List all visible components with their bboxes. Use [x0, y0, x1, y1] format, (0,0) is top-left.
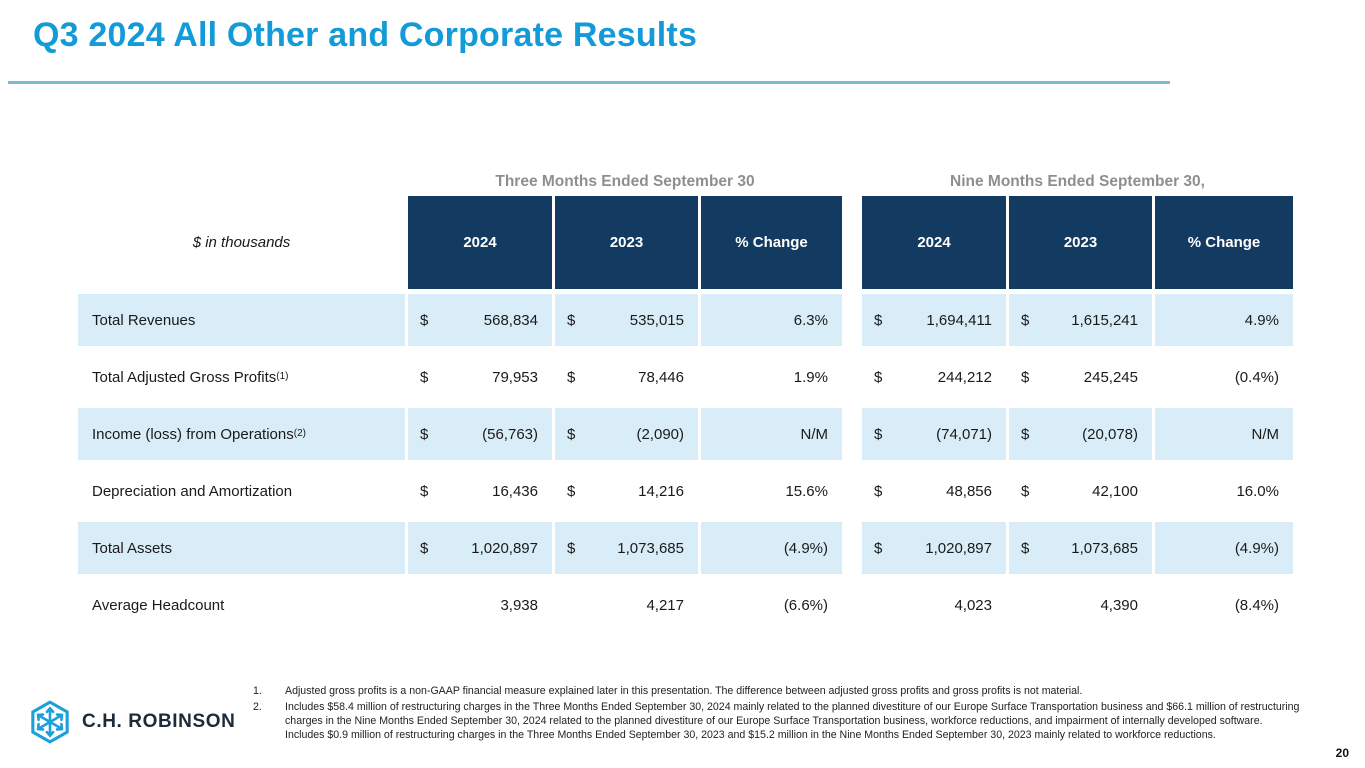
- cell-value: $16,436: [420, 482, 538, 500]
- cell-change: (4.9%): [701, 522, 842, 574]
- cell-value: $79,953: [420, 368, 538, 386]
- cell-value: $245,245: [1021, 368, 1138, 386]
- cell-value: $568,834: [408, 294, 552, 346]
- col-header-change-nine: % Change: [1155, 196, 1293, 289]
- col-header-2024-nine: 2024: [862, 196, 1006, 289]
- group-label-spacer: [78, 171, 405, 191]
- row-gap: [845, 351, 859, 403]
- company-name: C.H. ROBINSON: [82, 711, 236, 732]
- row-gap: [845, 522, 859, 574]
- row-label: Total Revenues: [78, 294, 405, 346]
- cell-change: (0.4%): [1234, 368, 1279, 386]
- footnote-2: 2. Includes $58.4 million of restructuri…: [253, 701, 1301, 743]
- cell-change: 15.6%: [785, 482, 828, 500]
- group-gap: [845, 171, 859, 191]
- cell-value: $ (2,090): [555, 408, 698, 460]
- cell-value: $1,615,241: [1009, 294, 1152, 346]
- row-label: Total Assets: [78, 522, 405, 574]
- financial-results-table: Three Months Ended September 30 Nine Mon…: [78, 171, 1293, 631]
- cell-value: $1,020,897: [862, 522, 1006, 574]
- header-gap: [845, 196, 859, 289]
- title-underline: [8, 81, 1170, 84]
- cell-value: $78,446: [567, 368, 684, 386]
- cell-value: $ (20,078): [1009, 408, 1152, 460]
- cell-change: 6.3%: [701, 294, 842, 346]
- footnote-1: 1. Adjusted gross profits is a non-GAAP …: [253, 685, 1301, 699]
- row-label: Depreciation and Amortization: [92, 482, 293, 500]
- row-gap: [845, 465, 859, 517]
- row-gap: [845, 408, 859, 460]
- cell-value: $1,073,685: [1009, 522, 1152, 574]
- footnote-number: 1.: [253, 685, 262, 697]
- cell-change: (4.9%): [1155, 522, 1293, 574]
- cell-change: (6.6%): [783, 596, 828, 614]
- footnotes: 1. Adjusted gross profits is a non-GAAP …: [253, 685, 1301, 745]
- cell-value: $1,694,411: [862, 294, 1006, 346]
- cell-value: 4,217: [646, 596, 684, 614]
- cell-value: $ (74,071): [862, 408, 1006, 460]
- col-header-2023-nine: 2023: [1009, 196, 1152, 289]
- cell-value: 3,938: [500, 596, 538, 614]
- row-label: Income (loss) from Operations (2): [78, 408, 405, 460]
- row-label: Total Adjusted Gross Profits (1): [92, 368, 289, 386]
- cell-value: $48,856: [874, 482, 992, 500]
- cell-change: N/M: [1155, 408, 1293, 460]
- cell-change: (8.4%): [1234, 596, 1279, 614]
- footnote-text: Includes $58.4 million of restructuring …: [285, 700, 1300, 741]
- row-gap: [845, 579, 859, 631]
- cell-value: $244,212: [874, 368, 992, 386]
- page-number: 20: [1335, 746, 1349, 760]
- cell-value: $14,216: [567, 482, 684, 500]
- company-logo: C.H. ROBINSON: [28, 700, 235, 744]
- footnote-text: Adjusted gross profits is a non-GAAP fin…: [285, 685, 1083, 697]
- cell-value: $1,073,685: [555, 522, 698, 574]
- cell-value: $ (56,763): [408, 408, 552, 460]
- cell-change: 4.9%: [1155, 294, 1293, 346]
- group-label-three-months: Three Months Ended September 30: [495, 173, 755, 190]
- cell-value: $1,020,897: [408, 522, 552, 574]
- row-gap: [845, 294, 859, 346]
- row-label: Average Headcount: [92, 596, 225, 614]
- units-label: $ in thousands: [192, 234, 291, 251]
- page-title: Q3 2024 All Other and Corporate Results: [33, 16, 698, 54]
- col-header-change-three: % Change: [701, 196, 842, 289]
- cell-value: $535,015: [555, 294, 698, 346]
- cell-value: 4,023: [954, 596, 992, 614]
- cell-change: 1.9%: [793, 368, 828, 386]
- chr-hexagon-logo-icon: [28, 700, 72, 744]
- cell-value: 4,390: [1100, 596, 1138, 614]
- cell-value: $42,100: [1021, 482, 1138, 500]
- group-label-nine-months: Nine Months Ended September 30,: [950, 173, 1205, 190]
- cell-change: N/M: [701, 408, 842, 460]
- footnote-number: 2.: [253, 700, 262, 713]
- cell-change: 16.0%: [1236, 482, 1279, 500]
- col-header-2024-three: 2024: [408, 196, 552, 289]
- col-header-2023-three: 2023: [555, 196, 698, 289]
